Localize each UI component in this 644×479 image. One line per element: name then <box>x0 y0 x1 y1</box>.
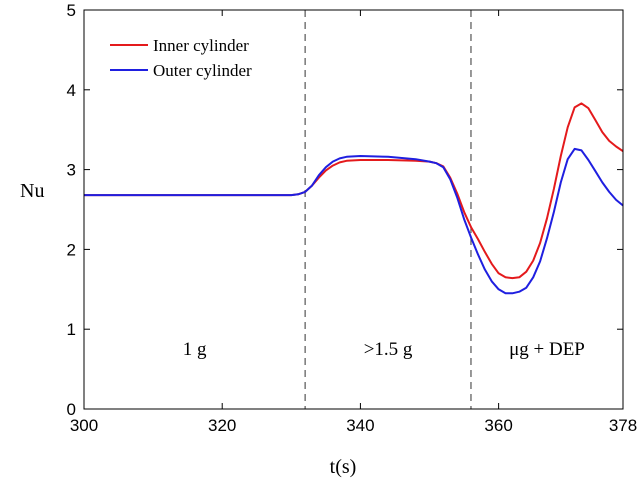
x-tick-label-0: 300 <box>70 416 98 435</box>
legend: Inner cylinder Outer cylinder <box>104 27 280 85</box>
x-axis-label: t(s) <box>330 456 357 478</box>
x-tick-label-3: 360 <box>484 416 512 435</box>
series-line-0 <box>84 102 624 280</box>
region-label-2: μg + DEP <box>509 339 585 360</box>
y-tick-label-0: 0 <box>67 400 76 419</box>
axes-box <box>83 9 624 410</box>
x-tick-label-2: 340 <box>346 416 374 435</box>
y-tick-label-3: 3 <box>67 161 76 180</box>
y-tick-label-4: 4 <box>67 81 76 100</box>
region-labels: 1 g >1.5 g μg + DEP <box>183 339 585 360</box>
y-axis-label: Nu <box>20 180 44 202</box>
series-line-1 <box>84 147 624 295</box>
y-tick-label-5: 5 <box>67 1 76 20</box>
plot-area <box>84 10 624 409</box>
region-label-0: 1 g <box>183 339 207 360</box>
legend-label-outer: Outer cylinder <box>153 61 252 80</box>
region-label-1: >1.5 g <box>364 339 413 360</box>
legend-label-inner: Inner cylinder <box>153 36 249 55</box>
x-tick-label-1: 320 <box>208 416 236 435</box>
y-tick-label-2: 2 <box>67 240 76 259</box>
axes: 300 320 340 360 378 0 1 2 3 4 5 <box>67 1 638 435</box>
y-tick-label-1: 1 <box>67 320 76 339</box>
x-tick-label-4: 378 <box>609 416 637 435</box>
legend-box <box>104 27 280 85</box>
